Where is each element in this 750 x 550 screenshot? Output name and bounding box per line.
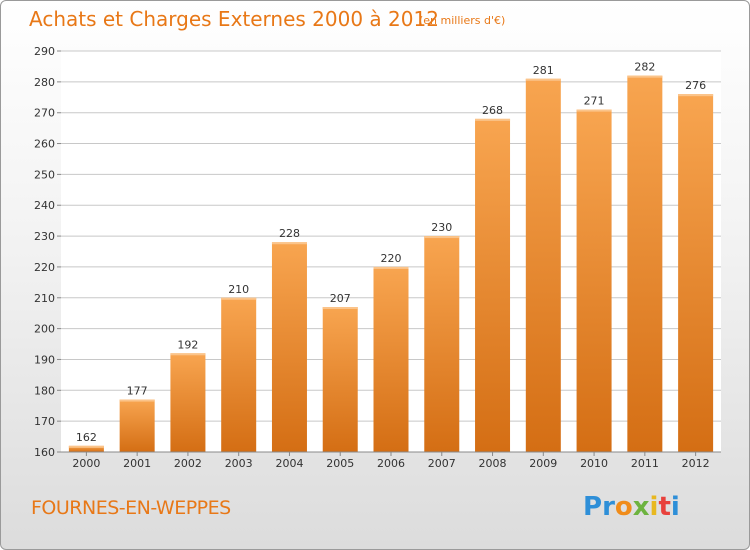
bar-2006[interactable] bbox=[373, 266, 409, 452]
value-labels: 162 177 192 210 228 207 220 230 268 281 271 282 276 bbox=[76, 61, 706, 444]
value-label: 210 bbox=[228, 283, 249, 296]
x-tick-label: 2006 bbox=[377, 457, 405, 470]
bar-2004[interactable] bbox=[271, 242, 307, 452]
bar-highlight bbox=[170, 353, 206, 356]
x-axis-ticks: 2000 2001 2002 2003 2004 2005 2006 2007 2008 2009… bbox=[72, 452, 710, 470]
bar-highlight bbox=[373, 266, 409, 269]
bar-2009[interactable] bbox=[525, 78, 561, 452]
bar-highlight bbox=[221, 297, 257, 300]
value-label: 268 bbox=[482, 104, 503, 117]
y-tick-label: 220 bbox=[34, 261, 55, 274]
bar-2007[interactable] bbox=[424, 236, 460, 452]
value-label: 228 bbox=[279, 227, 300, 240]
y-tick-label: 230 bbox=[34, 230, 55, 243]
logo-letter: t bbox=[658, 492, 671, 522]
bar-highlight bbox=[525, 78, 561, 81]
value-label: 207 bbox=[330, 292, 351, 305]
value-label: 177 bbox=[127, 385, 148, 398]
y-tick-label: 290 bbox=[34, 45, 55, 58]
y-axis-ticks: 160 170 180 190 200 210 220 230 240 250 260 270 280 2… bbox=[34, 45, 61, 459]
y-tick-label: 280 bbox=[34, 76, 55, 89]
bar-highlight bbox=[678, 94, 714, 97]
x-tick-label: 2000 bbox=[72, 457, 100, 470]
x-tick-label: 2003 bbox=[225, 457, 253, 470]
logo-letter: o bbox=[614, 492, 633, 522]
y-tick-label: 240 bbox=[34, 199, 55, 212]
bar-2005[interactable] bbox=[322, 307, 358, 452]
bar-2011[interactable] bbox=[627, 75, 663, 452]
bar-2010[interactable] bbox=[576, 109, 612, 452]
bars bbox=[68, 75, 714, 452]
x-tick-label: 2007 bbox=[428, 457, 456, 470]
y-tick-label: 180 bbox=[34, 384, 55, 397]
chart-subtitle: (en milliers d'€) bbox=[419, 14, 506, 27]
value-label: 271 bbox=[584, 95, 605, 108]
bar-2000[interactable] bbox=[68, 445, 104, 452]
logo-letter: P bbox=[583, 492, 603, 522]
y-tick-label: 170 bbox=[34, 415, 55, 428]
bar-2008[interactable] bbox=[475, 118, 511, 452]
value-label: 192 bbox=[177, 338, 198, 351]
bar-highlight bbox=[68, 445, 104, 448]
bar-highlight bbox=[627, 75, 663, 78]
bar-highlight bbox=[475, 118, 511, 121]
y-tick-label: 210 bbox=[34, 292, 55, 305]
value-label: 230 bbox=[431, 221, 452, 234]
bar-highlight bbox=[322, 307, 358, 310]
x-tick-label: 2009 bbox=[529, 457, 557, 470]
logo-letter: r bbox=[602, 492, 615, 522]
city-name: FOURNES-EN-WEPPES bbox=[31, 497, 231, 519]
y-tick-label: 190 bbox=[34, 353, 55, 366]
x-tick-label: 2010 bbox=[580, 457, 608, 470]
x-tick-label: 2012 bbox=[682, 457, 710, 470]
bar-2002[interactable] bbox=[170, 353, 206, 452]
x-tick-label: 2011 bbox=[631, 457, 659, 470]
proxiti-logo[interactable]: Proxiti bbox=[583, 492, 680, 522]
bar-2001[interactable] bbox=[119, 399, 155, 452]
bar-highlight bbox=[576, 109, 612, 112]
y-tick-label: 270 bbox=[34, 107, 55, 120]
bar-highlight bbox=[424, 236, 460, 239]
y-tick-label: 160 bbox=[34, 446, 55, 459]
bar-2012[interactable] bbox=[678, 94, 714, 452]
x-tick-label: 2002 bbox=[174, 457, 202, 470]
value-label: 162 bbox=[76, 431, 97, 444]
x-tick-label: 2008 bbox=[479, 457, 507, 470]
value-label: 282 bbox=[634, 61, 655, 74]
y-tick-label: 200 bbox=[34, 323, 55, 336]
y-tick-label: 250 bbox=[34, 168, 55, 181]
x-tick-label: 2005 bbox=[326, 457, 354, 470]
bar-2003[interactable] bbox=[221, 297, 257, 452]
logo-letter: i bbox=[670, 492, 680, 522]
logo-letter: i bbox=[649, 492, 659, 522]
x-tick-label: 2001 bbox=[123, 457, 151, 470]
value-label: 281 bbox=[533, 64, 554, 77]
value-label: 220 bbox=[381, 252, 402, 265]
logo-letter: x bbox=[632, 492, 650, 522]
x-tick-label: 2004 bbox=[275, 457, 303, 470]
y-tick-label: 260 bbox=[34, 138, 55, 151]
chart-title: Achats et Charges Externes 2000 à 2012 bbox=[29, 7, 439, 31]
bar-highlight bbox=[271, 242, 307, 245]
bar-highlight bbox=[119, 399, 155, 402]
value-label: 276 bbox=[685, 79, 706, 92]
